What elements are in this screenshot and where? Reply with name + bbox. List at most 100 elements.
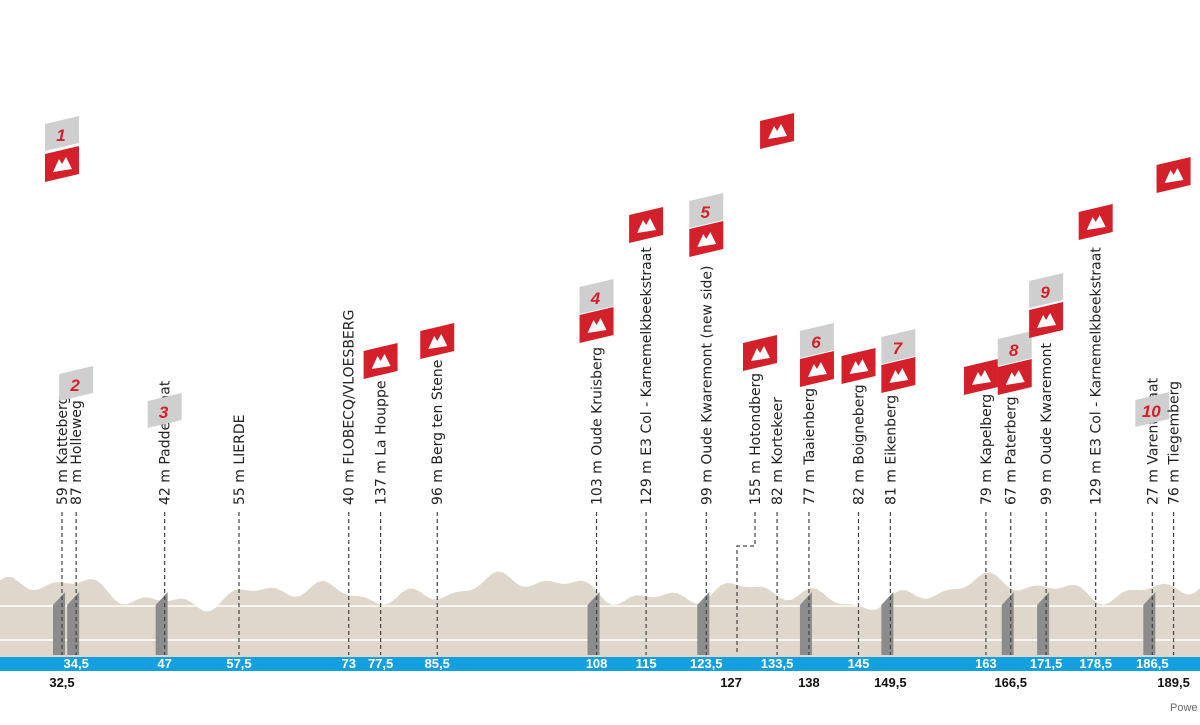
- mountain-icon: [1005, 370, 1025, 385]
- climb-label: 129 m E3 Col - Karnemelkbeekstraat: [1089, 247, 1105, 505]
- climb-number: 3: [159, 403, 169, 422]
- climb-leader-line: [736, 512, 756, 655]
- axis-tick-label: 47: [157, 656, 171, 671]
- axis-tick-label: 163: [975, 656, 997, 671]
- mountain-flag: [689, 221, 724, 257]
- mountain-flag: [1078, 204, 1113, 240]
- axis-tick-label: 73: [342, 656, 356, 671]
- climb-label: 76 m Tiegemberg: [1167, 381, 1183, 505]
- climb-label: 81 m Eikenberg: [883, 395, 899, 505]
- axis-tick-label: 34,5: [64, 656, 89, 671]
- climb-marker: 103 m Oude Kruisberg 4: [579, 279, 614, 655]
- flag-shape: [45, 116, 79, 151]
- mountain-icon: [768, 124, 788, 139]
- axis-tick-label: 189,5: [1157, 675, 1190, 690]
- powered-by-text: Powe: [1170, 702, 1198, 714]
- mountain-icon: [428, 334, 448, 349]
- flag-shape: [997, 331, 1032, 366]
- mountain-flag: [799, 351, 834, 387]
- axis-tick-label: 178,5: [1079, 656, 1112, 671]
- climb-number-flag: 3: [147, 393, 182, 428]
- climb-number-flag: 8: [997, 331, 1032, 366]
- mountain-flag: [997, 359, 1032, 395]
- mountain-flag: [420, 323, 455, 359]
- climb-number: 7: [893, 339, 904, 358]
- axis-tick-label: 123,5: [690, 656, 723, 671]
- climb-marker: 99 m Oude Kwaremont 9: [1029, 273, 1064, 655]
- axis-tick-label: 115: [636, 656, 657, 671]
- mountain-flag: [629, 207, 664, 243]
- mountain-flag: [1156, 157, 1191, 193]
- axis-tick-label: 166,5: [994, 675, 1027, 690]
- mountain-flag: [760, 113, 795, 149]
- mountain-icon: [1164, 168, 1184, 183]
- mountain-icon: [971, 370, 991, 385]
- climb-label: 82 m Boigneberg: [852, 384, 868, 505]
- climb-number-flag: 5: [689, 193, 724, 228]
- climb-marker: 96 m Berg ten Stene: [420, 323, 455, 655]
- axis-tick-label: 133,5: [761, 656, 794, 671]
- climb-number: 1: [56, 126, 65, 145]
- flag-shape: [59, 366, 94, 401]
- climb-number: 10: [1142, 402, 1161, 421]
- climb-band: [697, 592, 710, 655]
- mountain-icon: [697, 232, 717, 247]
- climb-number-flag: 6: [799, 323, 834, 358]
- climb-label: 67 m Paterberg: [1004, 397, 1020, 506]
- mountain-flag: [1029, 302, 1064, 338]
- mountain-icon: [751, 346, 770, 361]
- climb-number-flag: 9: [1029, 273, 1064, 308]
- climb-number-flag: 2: [59, 366, 94, 401]
- mountain-icon: [849, 359, 869, 374]
- climb-label: 155 m Hotondberg: [748, 373, 764, 505]
- mountain-icon: [371, 354, 391, 369]
- flag-shape: [147, 393, 182, 428]
- axis-tick-label: 145: [848, 656, 870, 671]
- mountain-icon: [807, 362, 827, 377]
- axis-tick-label: 138: [798, 675, 820, 690]
- climb-number: 8: [1009, 341, 1019, 360]
- axis-tick-label: 85,5: [425, 656, 450, 671]
- climb-marker: 129 m E3 Col - Karnemelkbeekstraat: [1078, 204, 1113, 655]
- climb-label: 103 m Oude Kruisberg: [590, 347, 606, 505]
- climb-number: 2: [69, 376, 80, 395]
- elevation-area: [0, 571, 1200, 657]
- mountain-icon: [53, 157, 72, 172]
- mountain-icon: [587, 318, 607, 333]
- climb-number-flag: 10: [1135, 392, 1170, 427]
- mountain-flag: [579, 307, 614, 343]
- climb-label: 137 m La Houppe: [374, 381, 390, 505]
- climb-label: 96 m Berg ten Stene: [430, 360, 446, 505]
- climb-marker: 67 m Paterberg 8: [997, 331, 1032, 655]
- climb-label: 99 m Oude Kwaremont (new side): [699, 266, 715, 505]
- climb-marker: 55 m LIERDE: [232, 415, 248, 655]
- climb-marker: 82 m Boigneberg: [841, 348, 876, 655]
- axis-tick-label: 32,5: [49, 675, 74, 690]
- flag-shape: [689, 193, 724, 228]
- climb-label: 40 m FLOBECQ/VLOESBERG: [342, 310, 358, 505]
- climb-number-flag: 1: [45, 116, 79, 151]
- mountain-flag: [743, 335, 777, 371]
- mountain-icon: [1086, 215, 1106, 230]
- mountain-flag: [363, 343, 398, 379]
- climb-number-flag: 4: [579, 279, 614, 314]
- axis-tick-label: 186,5: [1136, 656, 1169, 671]
- climb-label: 87 m Holleweg: [69, 400, 85, 505]
- flag-shape: [799, 323, 834, 358]
- mountain-icon: [1037, 313, 1057, 328]
- flag-shape: [1029, 273, 1064, 308]
- distance-axis: 34,5 47 57,5 73 77,5 85,5 108 115 123,5 133,5 145 1…: [0, 656, 1200, 690]
- mountain-icon: [889, 368, 909, 383]
- climb-number: 4: [590, 289, 601, 308]
- climb-markers: 59 m Katteberg 1 87 m Holleweg 2 42 m Paddes…: [45, 113, 1191, 655]
- elevation-profile: [0, 571, 1200, 657]
- axis-tick-label: 127: [720, 675, 742, 690]
- climb-number-flag: 7: [881, 329, 916, 364]
- climb-marker: 59 m Katteberg 1: [45, 116, 79, 655]
- climb-label: 79 m Kapelberg: [979, 394, 995, 505]
- axis-tick-label: 149,5: [874, 675, 907, 690]
- climb-marker: 77 m Taaienberg 6: [799, 323, 834, 655]
